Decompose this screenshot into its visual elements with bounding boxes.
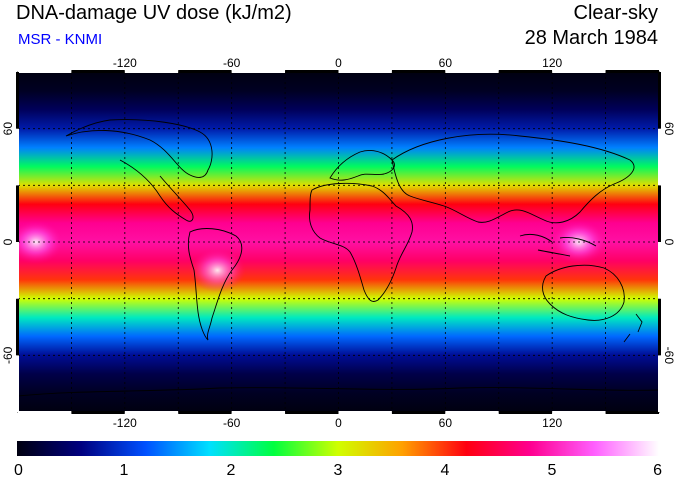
frame-tick-right <box>658 185 661 242</box>
hotspot-tropical-pacific <box>18 220 64 264</box>
frame-tick-left <box>16 128 19 186</box>
frame-tick-right <box>658 298 661 356</box>
frame-tick-top <box>552 70 606 73</box>
frame-tick-top <box>124 70 179 73</box>
colorbar-tick-label: 0 <box>14 462 23 479</box>
frame-tick-top <box>71 70 125 73</box>
colorbar-tick-label: 5 <box>548 462 557 479</box>
frame-tick-left <box>16 185 19 242</box>
frame-tick-left <box>16 298 19 356</box>
lat-label-right: 60 <box>662 122 676 136</box>
frame-tick-left <box>16 355 19 412</box>
maritime-continent-coast <box>519 233 597 257</box>
frame-tick-top <box>445 70 499 73</box>
frame-tick-left <box>16 72 19 129</box>
frame-tick-right <box>658 128 661 186</box>
lon-label-bottom: -60 <box>223 416 241 430</box>
frame-tick-bottom <box>124 411 179 414</box>
frame-tick-bottom <box>605 411 659 414</box>
frame-tick-right <box>658 242 661 299</box>
lon-label-top: 0 <box>335 56 342 70</box>
lon-label-top: -120 <box>113 56 137 70</box>
lon-label-bottom: 0 <box>335 416 342 430</box>
frame-tick-top <box>338 70 392 73</box>
colorbar-ticks: 0 1 2 3 4 5 6 <box>14 462 662 479</box>
lat-label-left: -60 <box>1 346 15 364</box>
frame-tick-bottom <box>18 411 72 414</box>
frame-tick-right <box>658 72 661 129</box>
frame-tick-top <box>178 70 232 73</box>
frame-tick-top <box>231 70 286 73</box>
lon-label-bottom: 120 <box>542 416 562 430</box>
frame-tick-bottom <box>338 411 392 414</box>
coastlines <box>18 119 659 397</box>
asia-coast <box>391 133 635 224</box>
colorbar <box>17 441 659 456</box>
gridlines <box>18 72 659 412</box>
map-date: 28 March 1984 <box>524 27 658 49</box>
frame-tick-bottom <box>391 411 446 414</box>
europe-coast <box>329 149 395 181</box>
frame-tick-bottom <box>498 411 553 414</box>
lon-label-top: 60 <box>439 56 453 70</box>
frame-tick-left <box>16 242 19 299</box>
colorbar-tick-label: 6 <box>653 462 662 479</box>
colorbar-tick-label: 3 <box>334 462 343 479</box>
frame-tick-bottom <box>71 411 125 414</box>
frame-tick-top <box>391 70 446 73</box>
south-america-coast <box>187 228 243 341</box>
lon-label-bottom: -120 <box>113 416 137 430</box>
lon-label-top: 120 <box>542 56 562 70</box>
axis-labels: -120 -120 -60 -60 0 0 60 60 120 120 -60 -60 0 0 60 60 <box>1 56 676 430</box>
lat-label-left: 0 <box>1 238 15 245</box>
colorbar-tick-label: 1 <box>120 462 129 479</box>
hotspot-andes <box>189 248 246 293</box>
frame-tick-top <box>18 70 72 73</box>
africa-coast <box>309 182 413 302</box>
north-america-coast <box>65 119 213 222</box>
map-source: MSR - KNMI <box>18 31 103 48</box>
frame-tick-bottom <box>552 411 606 414</box>
antarctica-coast <box>18 387 659 397</box>
australia-coast <box>542 264 625 321</box>
frame-tick-bottom <box>231 411 286 414</box>
colorbar-tick-label: 2 <box>227 462 236 479</box>
colorbar-tick-label: 4 <box>441 462 450 479</box>
frame-tick-top <box>498 70 553 73</box>
frame-ticks <box>16 70 661 414</box>
frame-tick-right <box>658 355 661 412</box>
frame-tick-top <box>285 70 339 73</box>
map-title: DNA-damage UV dose (kJ/m2) <box>16 2 292 24</box>
frame-tick-bottom <box>178 411 232 414</box>
frame-tick-top <box>605 70 659 73</box>
frame-tick-bottom <box>285 411 339 414</box>
lon-label-top: -60 <box>223 56 241 70</box>
lon-label-bottom: 60 <box>439 416 453 430</box>
lat-label-left: 60 <box>1 122 15 136</box>
lat-label-right: 0 <box>662 239 676 246</box>
new-zealand-coast <box>623 313 643 343</box>
lat-label-right: -60 <box>662 347 676 365</box>
sky-condition: Clear-sky <box>573 2 658 24</box>
frame-tick-bottom <box>445 411 499 414</box>
